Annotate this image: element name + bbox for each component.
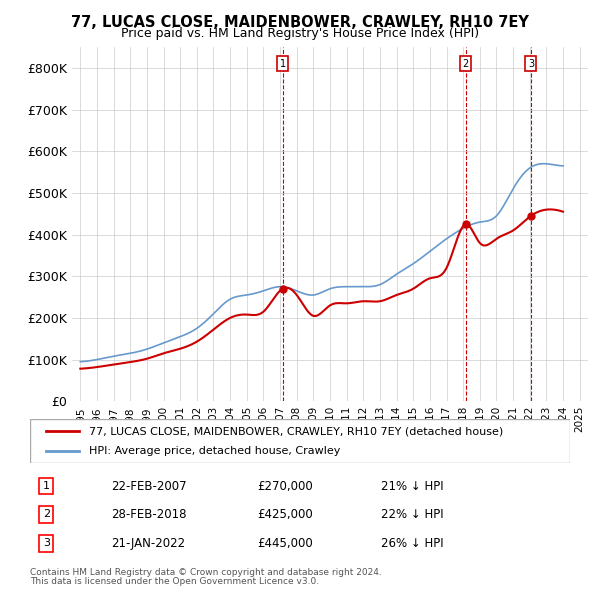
Text: £425,000: £425,000 bbox=[257, 508, 313, 521]
Text: HPI: Average price, detached house, Crawley: HPI: Average price, detached house, Craw… bbox=[89, 446, 341, 455]
FancyBboxPatch shape bbox=[30, 419, 570, 463]
Text: 3: 3 bbox=[43, 539, 50, 549]
Text: 77, LUCAS CLOSE, MAIDENBOWER, CRAWLEY, RH10 7EY: 77, LUCAS CLOSE, MAIDENBOWER, CRAWLEY, R… bbox=[71, 15, 529, 30]
Text: 21% ↓ HPI: 21% ↓ HPI bbox=[381, 480, 443, 493]
Text: 3: 3 bbox=[528, 59, 534, 69]
Text: This data is licensed under the Open Government Licence v3.0.: This data is licensed under the Open Gov… bbox=[30, 577, 319, 586]
Text: 26% ↓ HPI: 26% ↓ HPI bbox=[381, 537, 443, 550]
Text: 1: 1 bbox=[43, 481, 50, 491]
Text: 2: 2 bbox=[463, 59, 469, 69]
Text: 28-FEB-2018: 28-FEB-2018 bbox=[111, 508, 187, 521]
Text: £270,000: £270,000 bbox=[257, 480, 313, 493]
Text: 22% ↓ HPI: 22% ↓ HPI bbox=[381, 508, 443, 521]
Text: 22-FEB-2007: 22-FEB-2007 bbox=[111, 480, 187, 493]
Text: Contains HM Land Registry data © Crown copyright and database right 2024.: Contains HM Land Registry data © Crown c… bbox=[30, 568, 382, 576]
Text: 21-JAN-2022: 21-JAN-2022 bbox=[111, 537, 185, 550]
Text: £445,000: £445,000 bbox=[257, 537, 313, 550]
Text: 2: 2 bbox=[43, 509, 50, 519]
Text: 1: 1 bbox=[280, 59, 286, 69]
Text: Price paid vs. HM Land Registry's House Price Index (HPI): Price paid vs. HM Land Registry's House … bbox=[121, 27, 479, 40]
Text: 77, LUCAS CLOSE, MAIDENBOWER, CRAWLEY, RH10 7EY (detached house): 77, LUCAS CLOSE, MAIDENBOWER, CRAWLEY, R… bbox=[89, 427, 503, 436]
